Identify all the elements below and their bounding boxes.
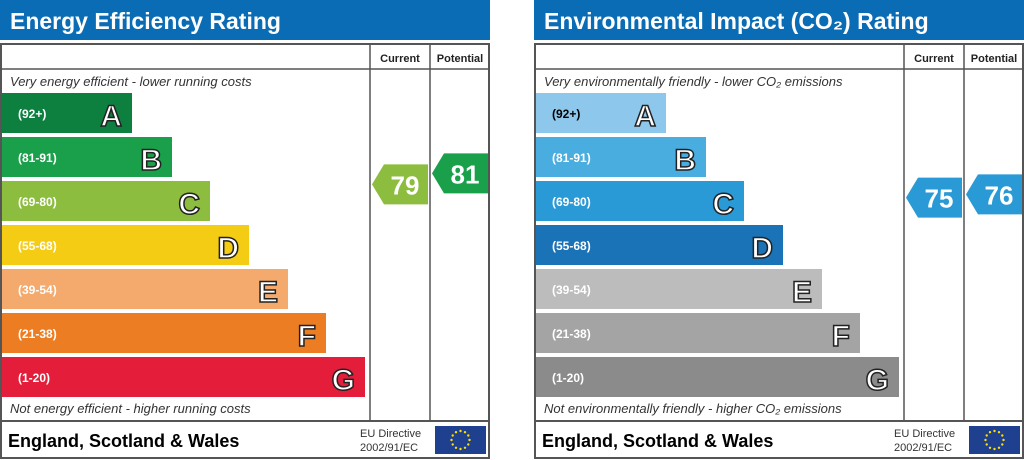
eu-star-icon [450, 438, 453, 442]
current-rating-arrow [372, 164, 428, 205]
region-label: England, Scotland & Wales [542, 431, 773, 451]
band-b [536, 137, 706, 177]
eu-star-icon [985, 434, 988, 437]
band-range: (69-80) [18, 195, 57, 209]
band-letter: B [140, 144, 162, 177]
eu-star-icon [988, 446, 992, 449]
region-label: England, Scotland & Wales [8, 431, 239, 451]
eu-star-icon [459, 447, 462, 451]
eu-star-icon [1001, 443, 1004, 446]
eu-star-icon [454, 446, 458, 449]
band-f [536, 313, 860, 353]
current-rating-arrow [906, 177, 962, 218]
band-letter: B [674, 144, 696, 177]
band-letter: A [100, 100, 122, 133]
eu-star-icon [993, 429, 996, 433]
band-letter: G [332, 364, 355, 397]
band-range: (21-38) [552, 327, 591, 341]
band-range: (55-68) [552, 239, 591, 253]
potential-rating-arrow [432, 153, 488, 194]
eu-star-icon [459, 429, 462, 433]
eu-star-icon [463, 446, 467, 449]
top-note: Very energy efficient - lower running co… [10, 74, 252, 89]
eu-star-icon [451, 443, 454, 446]
band-range: (92+) [18, 107, 46, 121]
panel-title: Environmental Impact (CO₂) Rating [544, 8, 929, 34]
bottom-note: Not environmentally friendly - higher CO… [544, 401, 842, 416]
eu-star-icon [454, 431, 458, 434]
eu-star-icon [1001, 434, 1004, 437]
band-a [2, 93, 132, 133]
eu-star-icon [988, 431, 992, 434]
title-bar [534, 0, 1024, 40]
band-range: (92+) [552, 107, 580, 121]
eu-star-icon [467, 443, 470, 446]
eu-star-icon [451, 434, 454, 437]
band-letter: D [217, 232, 239, 265]
potential-rating-value: 81 [451, 159, 480, 189]
band-letter: G [866, 364, 889, 397]
rating-panel: Environmental Impact (CO₂) Rating Current… [534, 0, 1024, 459]
potential-rating-value: 76 [985, 180, 1014, 210]
band-g [536, 357, 899, 397]
band-letter: C [712, 188, 734, 221]
band-letter: F [298, 320, 316, 353]
directive-label: EU Directive [894, 428, 955, 440]
band-range: (69-80) [552, 195, 591, 209]
current-header: Current [380, 53, 420, 65]
band-d [2, 225, 249, 265]
potential-rating-arrow [966, 174, 1022, 215]
panel-title: Energy Efficiency Rating [10, 8, 281, 34]
band-range: (21-38) [18, 327, 57, 341]
current-rating-value: 75 [925, 184, 954, 214]
eu-star-icon [1002, 438, 1005, 442]
band-e [2, 269, 288, 309]
band-b [2, 137, 172, 177]
bottom-note: Not energy efficient - higher running co… [10, 401, 251, 416]
directive-label: EU Directive [360, 428, 421, 440]
band-letter: E [258, 276, 278, 309]
eu-star-icon [985, 443, 988, 446]
potential-header: Potential [971, 53, 1017, 65]
eu-star-icon [997, 446, 1001, 449]
band-letter: E [792, 276, 812, 309]
eu-star-icon [984, 438, 987, 442]
band-range: (81-91) [552, 151, 591, 165]
title-bar [0, 0, 490, 40]
band-range: (39-54) [18, 283, 57, 297]
band-letter: C [178, 188, 200, 221]
band-g [2, 357, 365, 397]
band-range: (39-54) [552, 283, 591, 297]
eu-star-icon [997, 431, 1001, 434]
band-range: (1-20) [18, 371, 50, 385]
band-c [536, 181, 744, 221]
rating-panel: Energy Efficiency Rating Current Potential… [0, 0, 490, 459]
eu-star-icon [463, 431, 467, 434]
band-d [536, 225, 783, 265]
band-letter: A [634, 100, 656, 133]
top-note: Very environmentally friendly - lower CO… [544, 74, 843, 89]
band-letter: F [832, 320, 850, 353]
band-range: (55-68) [18, 239, 57, 253]
current-header: Current [914, 53, 954, 65]
eu-star-icon [467, 434, 470, 437]
directive-number: 2002/91/EC [360, 442, 418, 454]
potential-header: Potential [437, 53, 483, 65]
current-rating-value: 79 [391, 170, 420, 200]
band-c [2, 181, 210, 221]
band-e [536, 269, 822, 309]
band-range: (81-91) [18, 151, 57, 165]
band-f [2, 313, 326, 353]
band-range: (1-20) [552, 371, 584, 385]
eu-star-icon [468, 438, 471, 442]
band-letter: D [751, 232, 773, 265]
band-a [536, 93, 666, 133]
directive-number: 2002/91/EC [894, 442, 952, 454]
eu-star-icon [993, 447, 996, 451]
